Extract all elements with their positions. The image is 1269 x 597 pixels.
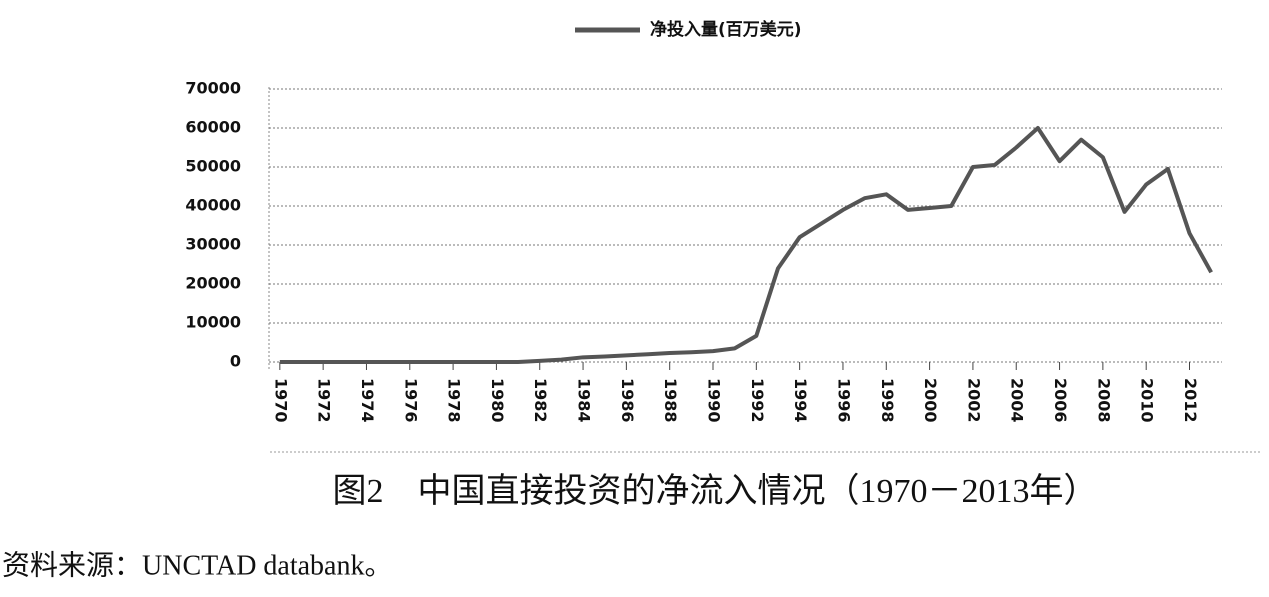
y-tick-label: 20000 bbox=[185, 274, 241, 293]
data-line bbox=[279, 126, 1213, 364]
source: 资料来源：UNCTAD databank。 bbox=[2, 549, 392, 581]
x-tick-label: 2010 bbox=[1138, 378, 1157, 423]
y-tick-label: 30000 bbox=[185, 235, 241, 254]
x-tick-label: 2006 bbox=[1051, 378, 1070, 423]
y-tick-label: 70000 bbox=[185, 79, 241, 98]
x-tick-label: 1990 bbox=[705, 378, 724, 423]
x-tick-label: 1974 bbox=[358, 378, 377, 423]
x-tick-label: 1988 bbox=[661, 378, 680, 423]
caption: 图2 中国直接投资的净流入情况（1970－2013年） bbox=[333, 472, 1098, 510]
x-tick-label: 2012 bbox=[1181, 378, 1200, 423]
y-tick-label: 10000 bbox=[185, 313, 241, 332]
y-tick-label: 50000 bbox=[185, 157, 241, 176]
x-tick-label: 2008 bbox=[1094, 378, 1113, 423]
x-tick-label: 1984 bbox=[575, 378, 594, 423]
y-tick-label: 60000 bbox=[185, 118, 241, 137]
legend-label: 净投入量(百万美元) bbox=[650, 19, 802, 40]
x-tick-label: 1982 bbox=[531, 378, 550, 423]
x-tick-label: 2000 bbox=[921, 378, 940, 423]
x-tick-label: 1992 bbox=[748, 378, 767, 423]
x-tick-label: 1996 bbox=[834, 378, 853, 423]
x-tick-label: 1970 bbox=[271, 378, 290, 423]
x-tick-label: 1998 bbox=[878, 378, 897, 423]
x-tick-label: 2004 bbox=[1008, 378, 1027, 423]
x-tick-label: 1972 bbox=[315, 378, 334, 423]
x-tick-label: 1976 bbox=[401, 378, 420, 423]
x-tick-label: 1980 bbox=[488, 378, 507, 423]
x-tick-label: 1978 bbox=[445, 378, 464, 423]
x-tick-label: 2002 bbox=[964, 378, 983, 423]
y-tick-label: 40000 bbox=[185, 196, 241, 215]
y-tick-label: 0 bbox=[230, 352, 241, 371]
x-tick-label: 1994 bbox=[791, 378, 810, 423]
x-tick-label: 1986 bbox=[618, 378, 637, 423]
